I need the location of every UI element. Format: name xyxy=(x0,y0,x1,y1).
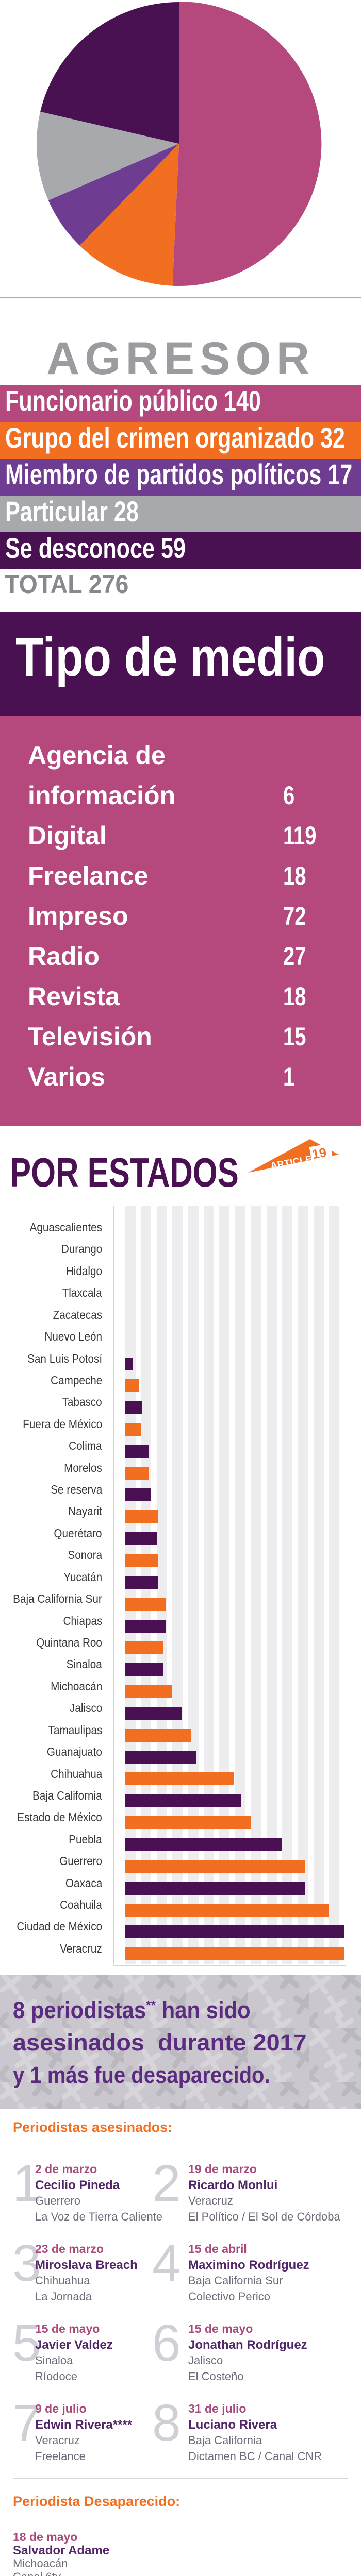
svg-text:19: 19 xyxy=(311,1145,327,1162)
